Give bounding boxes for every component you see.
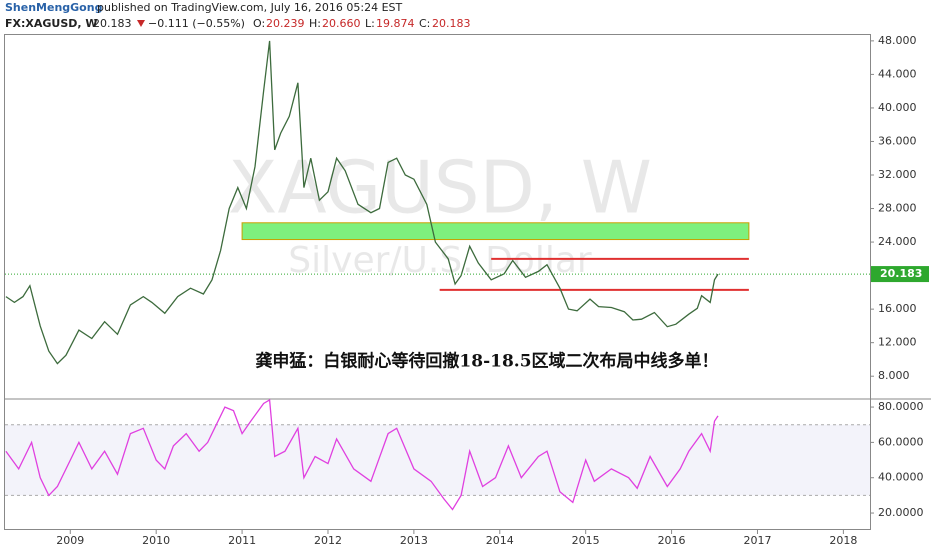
rsi-band <box>5 424 870 496</box>
change: −0.111 (−0.55%) <box>148 17 245 30</box>
y-tick-label: 8.000 <box>878 369 910 382</box>
y-tick-label: 36.000 <box>878 134 917 147</box>
y-tick-label: 28.000 <box>878 202 917 215</box>
series-line <box>5 40 719 365</box>
x-tick-label: 2015 <box>572 534 600 547</box>
y-tick-label: 80.0000 <box>878 400 924 413</box>
y-tick-label: 60.0000 <box>878 435 924 448</box>
y-tick-label: 16.000 <box>878 302 917 315</box>
x-tick-label: 2014 <box>486 534 514 547</box>
y-tick-label: 48.000 <box>878 34 917 47</box>
last: 20.183 <box>93 17 132 30</box>
x-tick-label: 2013 <box>400 534 428 547</box>
low: 19.874 <box>376 17 415 30</box>
low-label: L: <box>365 17 375 30</box>
symbol: FX:XAGUSD, W <box>5 17 98 30</box>
open: 20.239 <box>266 17 305 30</box>
y-tick-label: 40.000 <box>878 101 917 114</box>
y-tick-label: 20.0000 <box>878 506 924 519</box>
zone <box>241 222 750 241</box>
annotation: 龚申猛：白银耐心等待回撤18-18.5区域二次布局中线多单！ <box>255 351 718 372</box>
watermark: XAGUSD, W <box>228 146 652 230</box>
high-label: H: <box>309 17 321 30</box>
x-tick-label: 2010 <box>142 534 170 547</box>
author[interactable]: ShenMengGong <box>5 1 102 14</box>
series-line <box>5 398 719 511</box>
open-label: O: <box>253 17 265 30</box>
y-tick-label: 12.000 <box>878 336 917 349</box>
x-tick-label: 2012 <box>314 534 342 547</box>
y-tick-label: 44.000 <box>878 67 917 80</box>
y-tick-label: 24.000 <box>878 235 917 248</box>
published: published on TradingView.com, July 16, 2… <box>97 1 403 14</box>
x-tick-label: 2018 <box>829 534 857 547</box>
x-tick-label: 2017 <box>743 534 771 547</box>
last-price-label: 20.183 <box>880 267 922 280</box>
high: 20.660 <box>322 17 361 30</box>
x-tick-label: 2016 <box>658 534 686 547</box>
x-tick-label: 2011 <box>228 534 256 547</box>
y-tick-label: 40.0000 <box>878 471 924 484</box>
y-tick-label: 32.000 <box>878 168 917 181</box>
last-price-box <box>871 266 929 283</box>
close-label: C: <box>419 17 430 30</box>
x-tick-label: 2009 <box>56 534 84 547</box>
watermark-sub: Silver/U.S. Dollar <box>288 240 592 281</box>
down-arrow <box>137 20 145 27</box>
close: 20.183 <box>432 17 471 30</box>
